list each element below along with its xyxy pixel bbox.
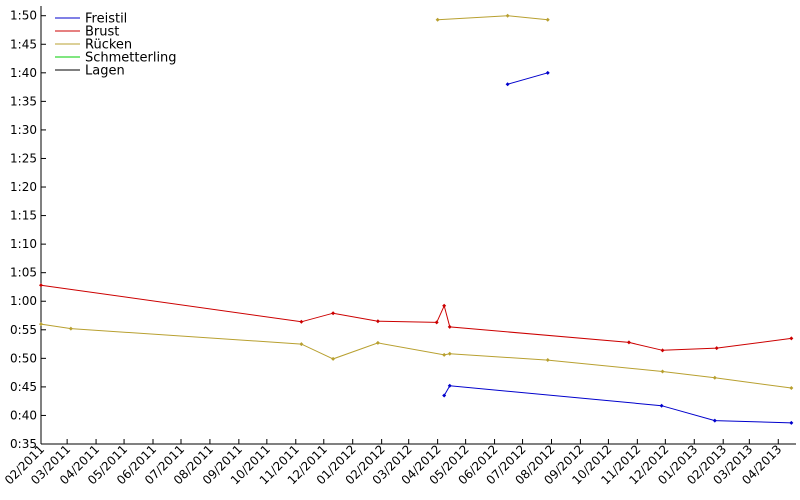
y-tick-label: 0:50	[10, 351, 37, 365]
series-line	[443, 385, 792, 424]
data-point	[299, 342, 304, 347]
data-point	[712, 375, 717, 380]
data-point	[442, 303, 447, 308]
data-point	[39, 283, 43, 288]
y-tick-label: 1:00	[10, 294, 37, 308]
data-point	[712, 418, 717, 423]
data-point	[789, 386, 794, 391]
y-tick-label: 1:25	[10, 151, 37, 165]
data-point	[434, 320, 439, 325]
data-point	[626, 340, 631, 345]
series-layer	[39, 13, 794, 425]
data-point	[331, 311, 336, 316]
data-point	[789, 420, 794, 425]
y-tick-label: 0:55	[10, 323, 37, 337]
y-tick-label: 1:45	[10, 37, 37, 51]
data-point	[375, 319, 380, 324]
series-freistil	[442, 70, 794, 425]
data-point	[447, 351, 452, 356]
y-tick-label: 0:40	[10, 408, 37, 422]
y-tick-label: 1:20	[10, 180, 37, 194]
data-point	[545, 17, 550, 22]
y-tick-label: 1:30	[10, 123, 37, 137]
data-point	[660, 369, 665, 374]
y-tick-label: 1:40	[10, 66, 37, 80]
data-point	[505, 82, 510, 87]
data-point	[545, 358, 550, 363]
series-line	[40, 284, 792, 351]
data-point	[331, 356, 336, 361]
data-point	[545, 70, 550, 75]
series-line	[507, 72, 548, 85]
data-point	[442, 393, 447, 398]
data-point	[659, 403, 664, 408]
legend-label: Brust	[85, 25, 119, 40]
y-tick-label: 0:35	[10, 437, 37, 451]
y-tick-label: 1:35	[10, 94, 37, 108]
data-point	[660, 348, 665, 353]
data-point	[505, 13, 510, 18]
data-point	[299, 319, 304, 324]
data-point	[442, 352, 447, 357]
y-tick-label: 1:05	[10, 266, 37, 280]
data-point	[39, 322, 43, 327]
series-line	[437, 15, 548, 21]
series-brust	[39, 283, 794, 353]
data-point	[447, 383, 452, 388]
legend-label: Schmetterling	[85, 51, 177, 66]
legend-label: Rücken	[85, 38, 132, 53]
legend-label: Freistil	[85, 12, 127, 27]
y-tick-label: 1:50	[10, 9, 37, 23]
y-tick-label: 0:45	[10, 380, 37, 394]
y-tick-label: 1:10	[10, 237, 37, 251]
series-line	[40, 323, 792, 389]
data-point	[789, 336, 794, 341]
data-point	[68, 326, 73, 331]
legend-label: Lagen	[85, 64, 125, 79]
series-rücken	[39, 13, 794, 391]
y-tick-label: 1:15	[10, 209, 37, 223]
data-point	[714, 346, 719, 351]
data-point	[375, 340, 380, 345]
data-point	[447, 324, 452, 329]
data-point	[435, 17, 440, 22]
